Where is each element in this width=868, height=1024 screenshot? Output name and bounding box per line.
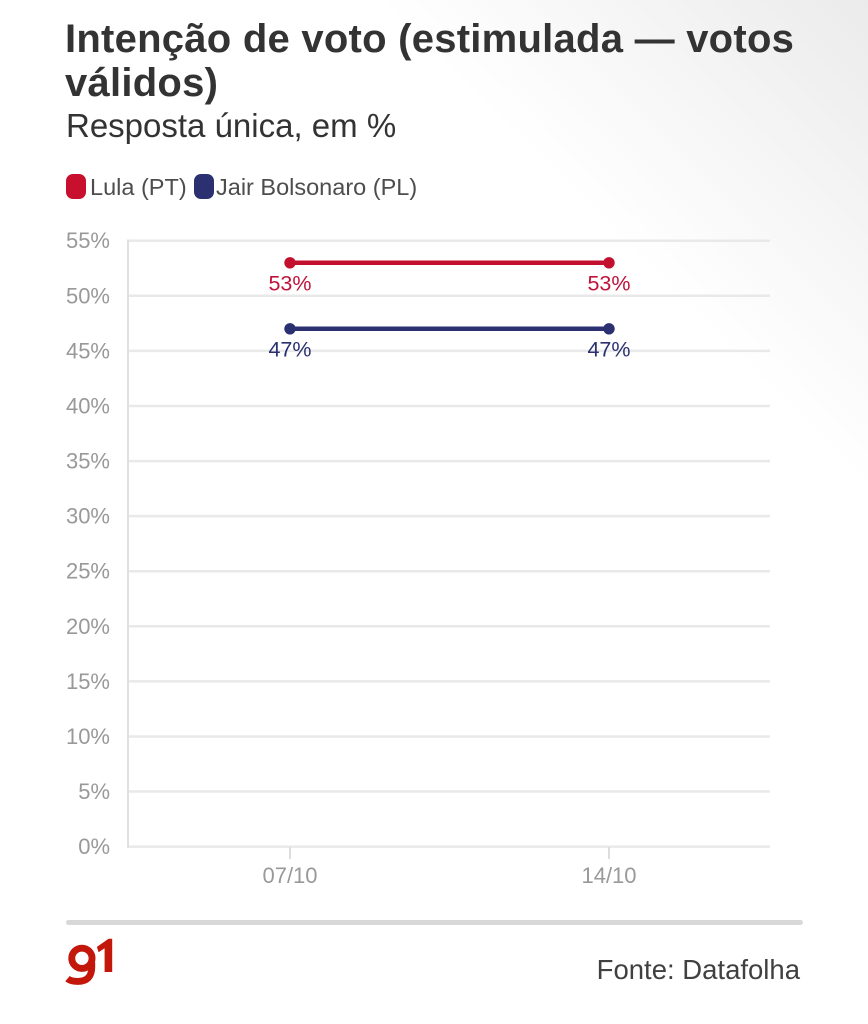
svg-text:5%: 5%	[78, 779, 110, 804]
svg-text:15%: 15%	[66, 669, 110, 694]
svg-text:53%: 53%	[268, 272, 311, 296]
svg-text:10%: 10%	[66, 724, 110, 749]
svg-text:47%: 47%	[268, 338, 311, 362]
svg-text:0%: 0%	[78, 834, 110, 859]
svg-text:25%: 25%	[66, 559, 110, 584]
svg-text:30%: 30%	[66, 504, 110, 529]
svg-text:35%: 35%	[66, 449, 110, 474]
svg-text:55%: 55%	[66, 228, 110, 253]
svg-text:07/10: 07/10	[262, 863, 317, 888]
svg-text:14/10: 14/10	[581, 863, 636, 888]
svg-text:47%: 47%	[587, 338, 630, 362]
svg-text:53%: 53%	[587, 272, 630, 296]
svg-text:50%: 50%	[66, 283, 110, 308]
svg-text:40%: 40%	[66, 394, 110, 419]
svg-text:20%: 20%	[66, 614, 110, 639]
svg-text:45%: 45%	[66, 338, 110, 363]
